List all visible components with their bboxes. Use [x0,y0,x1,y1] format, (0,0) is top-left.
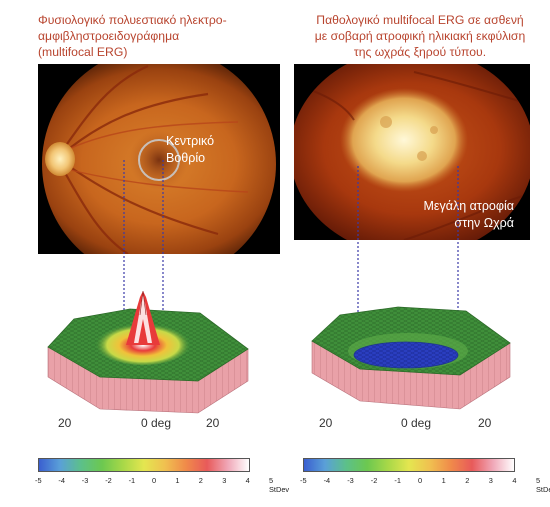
normal-mferg-surface [47,290,249,414]
right-axis-right-tick: 20 [478,416,492,430]
color-scale-left [38,458,250,472]
right-title: Παθολογικό multifocal ERG σε ασθενή με σ… [295,12,545,60]
scale-tick: -3 [347,476,354,485]
left-title-line-3: (multifocal ERG) [38,45,128,59]
scale-tick: -2 [105,476,112,485]
right-title-line-2: με σοβαρή ατροφική ηλικιακή εκφύλιση [314,29,526,43]
scale-tick: 4 [512,476,517,485]
normal-fundus-image [38,64,280,254]
fovea-label: Κεντρικό Βοθρίο [166,133,214,167]
right-axis-left-tick: 20 [319,416,333,430]
scale-tick: 0 [418,476,423,485]
scale-tick: 1 [441,476,446,485]
scale-tick: -5 [35,476,42,485]
left-axis-right-tick: 20 [206,416,220,430]
atrophy-label: Μεγάλη ατροφία στην Ωχρά [409,198,514,232]
scale-tick: 3 [222,476,227,485]
scale-tick: 2 [465,476,470,485]
scale-tick: -5 [300,476,307,485]
scale-tick: -1 [128,476,136,485]
color-scale-right-ticks: -5 -4 -3 -2 -1 0 1 2 3 4 5 StDev [296,476,550,494]
left-title: Φυσιολογικό πολυεστιακό ηλεκτρο- αμφιβλη… [38,12,278,60]
scale-tick: 3 [488,476,493,485]
right-title-line-3: της ωχράς ξηρού τύπου. [353,45,487,59]
fovea-label-line-2: Βοθρίο [166,151,206,165]
fovea-circle [138,139,180,181]
atrophic-fundus-image [294,64,530,240]
color-scale-right [303,458,515,472]
left-axis-left-tick: 20 [58,416,72,430]
scale-tick: -2 [370,476,378,485]
scale-tick: 0 [152,476,157,485]
scale-tick: -4 [58,476,65,485]
scale-tick: -1 [394,476,401,485]
right-axis-center-tick: 0 deg [401,416,432,430]
left-title-line-1: Φυσιολογικό πολυεστιακό ηλεκτρο- [38,13,227,27]
left-axis-center-tick: 0 deg [141,416,172,430]
scale-tick: -4 [323,476,331,485]
fovea-label-line-1: Κεντρικό [166,134,215,148]
atrophy-label-line-2: στην Ωχρά [454,216,514,230]
scale-tick: 1 [175,476,180,485]
scale-tick: 2 [198,476,203,485]
right-title-line-1: Παθολογικό multifocal ERG σε ασθενή [316,13,524,27]
scale-tick: 5 StDev [536,476,550,494]
atrophy-label-line-1: Μεγάλη ατροφία [423,199,514,213]
scale-tick: -3 [81,476,89,485]
scale-tick: 5 StDev [269,476,290,494]
atrophy-mferg-surface [311,306,511,410]
left-title-line-2: αμφιβληστροειδογράφημα [38,29,180,43]
scale-tick: 4 [245,476,250,485]
color-scale-left-ticks: -5 -4 -3 -2 -1 0 1 2 3 4 5 StDev [30,476,289,494]
